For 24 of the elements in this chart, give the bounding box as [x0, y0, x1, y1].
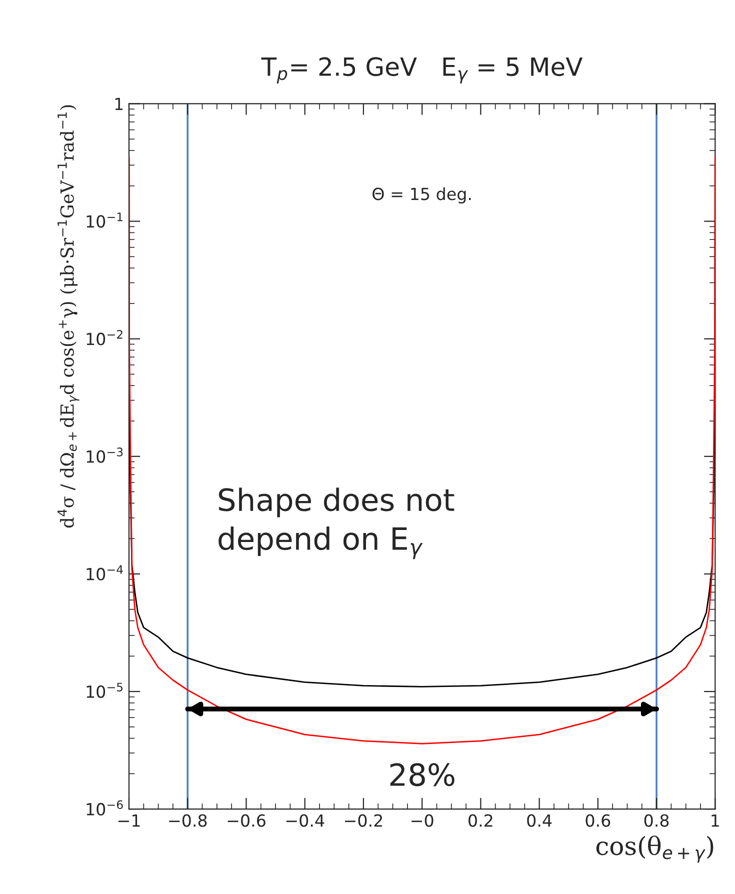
- x-tick-label: 0.8: [644, 814, 669, 827]
- annotation: Θ = 15 deg.: [372, 187, 471, 204]
- y-tick-label: 10$^{−3}$: [86, 448, 123, 463]
- y-tick-label: 10$^{−2}$: [86, 330, 122, 346]
- x-tick-label: 0.4: [527, 814, 552, 827]
- y-tick-label: 10$^{−5}$: [86, 682, 123, 698]
- x-tick-label: 0.2: [468, 814, 492, 827]
- y-tick-label: 10$^{−1}$: [86, 212, 122, 228]
- chart-title: T$_{p}$= 2.5 GeV E$_{γ}$ = 5 MeV: [261, 57, 583, 84]
- x-tick-label: −1: [118, 814, 140, 827]
- annotation: 28%: [390, 763, 454, 786]
- text: d$^{4}$σ / dΩ$_{e+}$dE$_{γ}$d cos(e$^{+}$γ) (μb·Sr$^{−1}$GeV$^{−1}$rad$^{−1}$): [58, 105, 80, 528]
- x-axis-title: cos(θ$_{e+γ}$): [596, 836, 714, 863]
- annotation: Shape does not depend on E$_{γ}$: [218, 488, 454, 560]
- y-tick-label: 10$^{−6}$: [86, 800, 123, 816]
- x-tick-label: −0.6: [228, 814, 266, 827]
- y-tick-label: 10$^{−4}$: [86, 565, 123, 580]
- x-tick-label: 0.6: [586, 814, 610, 827]
- x-tick-label: −0: [412, 814, 434, 827]
- x-tick-label: −0.8: [169, 814, 207, 827]
- y-tick-label: 1: [115, 98, 123, 110]
- x-tick-label: −0.2: [344, 814, 382, 827]
- x-tick-label: −0.4: [286, 814, 324, 827]
- x-tick-label: 1: [712, 814, 719, 827]
